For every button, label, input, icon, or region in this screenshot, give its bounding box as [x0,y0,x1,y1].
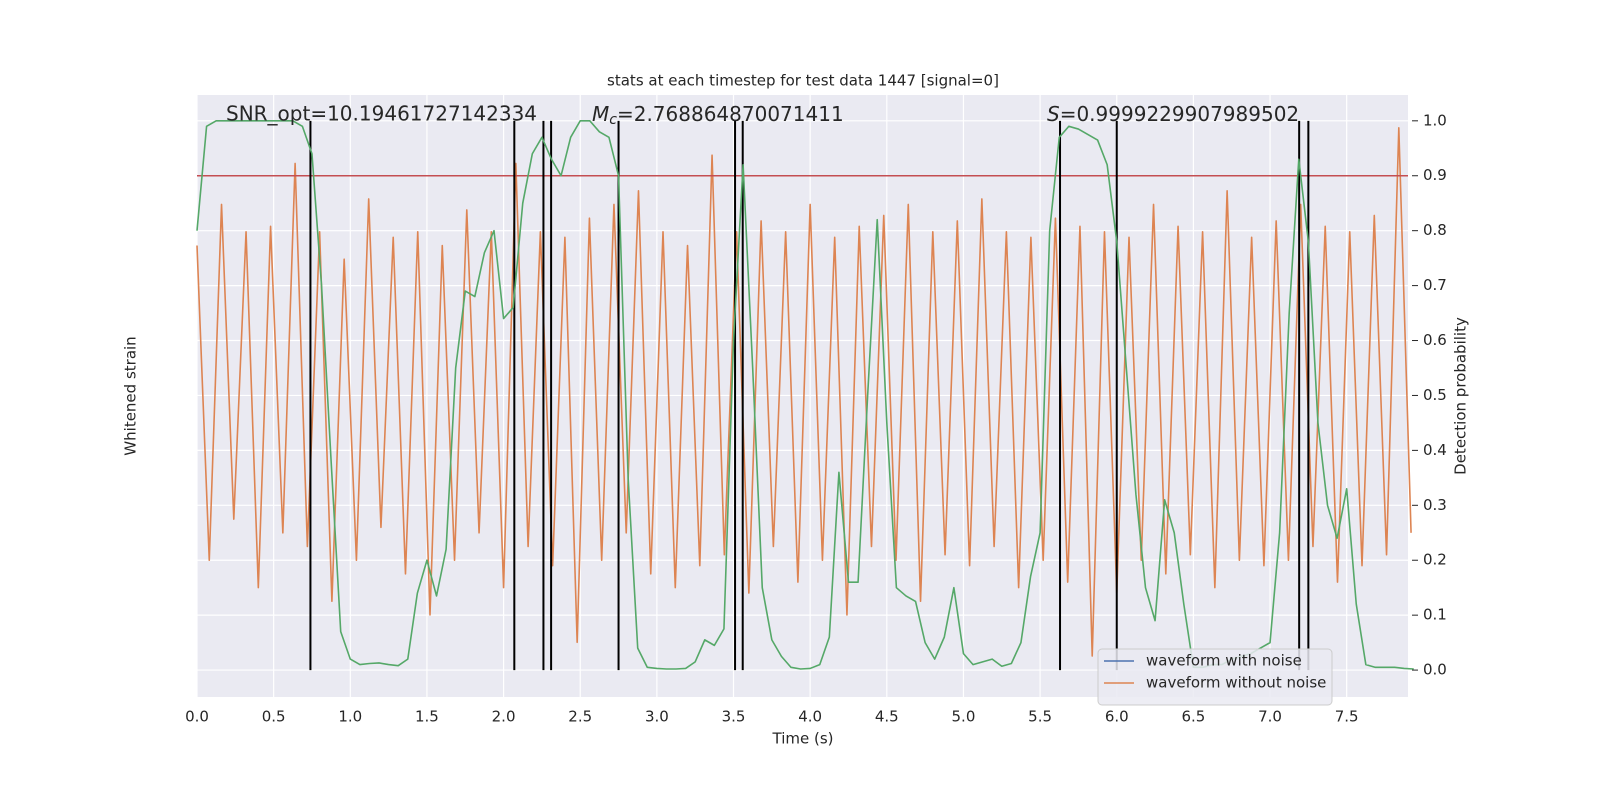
series-line [196,127,1412,657]
x-tick-label: 5.5 [1028,708,1052,726]
marks [196,120,1414,671]
annotation-symbol: M [592,102,609,126]
x-tick-label: 2.5 [568,708,592,726]
x-tick-label: 4.0 [798,708,822,726]
annotation: Mc=2.768864870071411 [592,102,844,129]
x-tick-label: 7.5 [1335,708,1359,726]
legend-label: waveform without noise [1146,674,1326,692]
chart-title: stats at each timestep for test data 144… [607,72,999,90]
annotation: S=0.9999229907989502 [1047,102,1299,126]
x-tick-label: 3.5 [722,708,746,726]
y2-tick-label: 0.4 [1423,441,1447,459]
y2-axis-label: Detection probability [1452,317,1470,475]
annotation: SNR_opt=10.19461727142334 [226,102,537,126]
y2-tick-label: 0.2 [1423,551,1447,569]
x-tick-label: 5.0 [952,708,976,726]
y2-tick-label: 0.9 [1423,166,1447,184]
y2-tick-label: 0.5 [1423,386,1447,404]
annotation-value: =2.768864870071411 [617,102,844,126]
y2-tick-label: 1.0 [1423,111,1447,129]
annotation-value: =0.9999229907989502 [1060,102,1299,126]
x-tick-label: 0.0 [185,708,209,726]
x-tick-label: 1.5 [415,708,439,726]
y2-tick-label: 0.6 [1423,331,1447,349]
annotation-subscript: c [609,112,617,128]
x-tick-label: 6.0 [1105,708,1129,726]
x-axis-label: Time (s) [772,730,834,748]
x-tick-label: 7.0 [1258,708,1282,726]
y2-tick-label: 0.0 [1423,661,1447,679]
x-tick-label: 3.0 [645,708,669,726]
x-tick-label: 2.0 [492,708,516,726]
legend-label: waveform with noise [1146,652,1302,670]
x-tick-label: 6.5 [1181,708,1205,726]
y2-tick-label: 0.1 [1423,606,1447,624]
x-tick-label: 0.5 [262,708,286,726]
annotation-symbol: S [1047,102,1060,126]
y2-tick-label: 0.7 [1423,276,1447,294]
legend: waveform with noise waveform without nois… [1097,648,1333,706]
x-tick-label: 4.5 [875,708,899,726]
y2-tick-label: 0.3 [1423,496,1447,514]
legend-box [1097,648,1333,706]
y-axis-label: Whitened strain [122,336,140,455]
y2-tick-label: 0.8 [1423,221,1447,239]
x-tick-label: 1.0 [338,708,362,726]
